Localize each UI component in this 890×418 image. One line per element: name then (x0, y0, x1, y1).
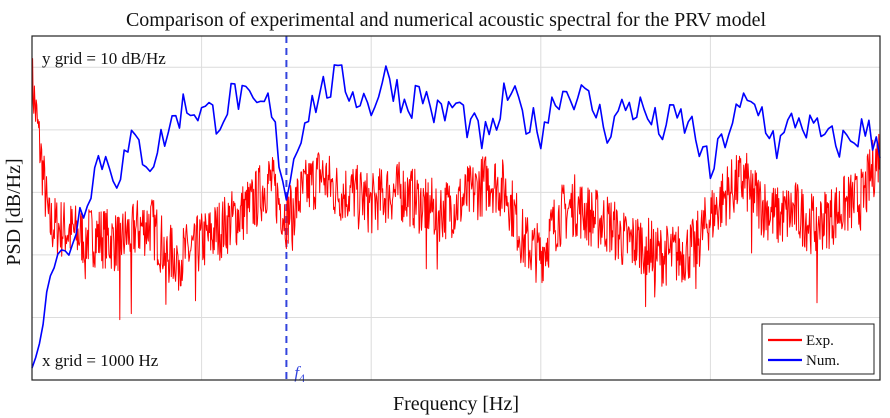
f4-marker-label: f4 (294, 363, 305, 385)
x-axis-label: Frequency [Hz] (393, 393, 519, 415)
y-grid-note: y grid = 10 dB/Hz (42, 49, 166, 68)
y-axis-label: PSD [dB/Hz] (3, 158, 25, 265)
series-line-num (31, 64, 881, 369)
series-lines (31, 58, 881, 369)
x-grid-note: x grid = 1000 Hz (42, 351, 159, 370)
grid-lines (32, 36, 880, 380)
legend-label: Exp. (806, 333, 834, 349)
legend-box (761, 323, 875, 375)
legend-label: Num. (806, 353, 840, 369)
legend: Exp. Num. (761, 323, 875, 375)
series-line-exp (31, 58, 881, 321)
plot-frame (31, 35, 881, 381)
chart-title: Comparison of experimental and numerical… (126, 9, 767, 31)
